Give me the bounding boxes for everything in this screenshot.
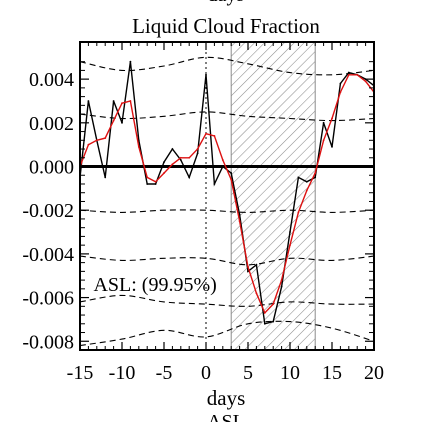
series-point-smoothed [112,119,115,122]
series-point-observed [280,285,283,288]
series-point-smoothed [87,143,90,146]
y-tick-label: 0.002 [29,113,74,135]
chart-title: Liquid Cloud Fraction [132,14,320,38]
series-point-observed [247,270,249,273]
x-tick-label: 10 [280,362,300,384]
series-point-smoothed [314,172,317,174]
series-point-smoothed [272,303,275,306]
x-tick-label: 20 [364,362,384,384]
significance-bound-5 [79,294,375,307]
series-point-observed [129,60,132,63]
series-point-observed [213,183,216,185]
series-point-observed [205,73,207,76]
x-tick-label: 5 [243,362,253,384]
plot-area: ASL: (99.95%) -15 -10 -5 0 5 10 15 20 0.004 0.002 0… [22,41,384,384]
series-point-smoothed [230,178,233,181]
series-point-smoothed [171,163,174,166]
significance-annotation: ASL: (99.95%) [93,274,216,296]
series-point-smoothed [331,117,333,120]
series-point-observed [196,152,199,155]
series-point-observed [121,121,123,124]
partial-bottom-label: ASL [207,411,245,422]
x-axis-label: days [207,386,246,410]
series-point-smoothed [305,189,308,192]
series-point-smoothed [280,279,283,281]
series-point-smoothed [347,73,350,76]
x-tick-label: -5 [156,362,173,384]
significance-bound-2 [79,111,375,122]
series-point-smoothed [322,139,325,142]
series-point-smoothed [188,156,191,159]
series-point-observed [154,183,157,185]
series-point-smoothed [121,102,123,105]
series-point-smoothed [213,135,216,137]
series-point-observed [163,161,165,164]
series-point-smoothed [297,211,300,214]
series-point-smoothed [205,132,207,135]
y-tick-label: 0.000 [29,157,74,179]
series-point-smoothed [137,145,140,148]
series-point-observed [112,100,115,102]
series-point-smoothed [255,292,258,295]
plot-frame [79,41,375,351]
partial-top-label: days [208,0,245,6]
series-point-observed [221,165,224,168]
y-tick-label: -0.002 [22,200,74,222]
significance-bound-6 [79,320,375,347]
series-point-observed [305,180,308,183]
x-tick-label: 15 [322,362,342,384]
y-tick-label: -0.008 [22,331,74,353]
series-point-smoothed [364,80,367,83]
series-point-smoothed [104,137,107,140]
series-point-smoothed [289,244,291,247]
y-tick-label: -0.004 [22,244,74,266]
series-point-observed [322,121,325,124]
series-point-observed [263,322,266,325]
hatched-region [231,42,316,350]
series-point-observed [331,145,333,148]
series-point-observed [146,183,149,185]
series-point-observed [179,159,182,161]
series-point-smoothed [339,91,342,94]
series-point-observed [238,213,241,216]
series-line-smoothed [79,74,375,315]
significance-bound-4 [79,255,375,266]
series-point-smoothed [356,73,359,76]
y-tick-label: -0.006 [22,288,74,310]
y-tick-label: 0.004 [29,69,74,91]
series-point-observed [347,71,350,74]
series-point-observed [230,172,233,174]
series-point-observed [289,231,291,233]
series-point-observed [104,176,107,179]
series-point-smoothed [95,139,98,142]
series-point-observed [339,82,342,85]
series-point-smoothed [196,148,199,150]
series-point-smoothed [247,266,249,268]
series-point-smoothed [129,100,132,102]
series-point-observed [255,263,258,266]
series-point-smoothed [179,156,182,159]
series-point-smoothed [146,176,149,179]
series-point-observed [314,176,317,179]
x-tick-label: -10 [109,362,136,384]
series-point-smoothed [238,220,241,223]
x-tick-label: -15 [67,362,94,384]
series-point-observed [272,320,275,323]
x-tick-label: 0 [201,362,211,384]
series-point-observed [87,100,90,102]
series-point-smoothed [163,172,165,174]
series-point-observed [297,176,300,179]
series-point-observed [188,176,191,179]
series-point-observed [171,148,174,150]
series-point-smoothed [263,311,266,314]
series-point-smoothed [221,159,224,161]
significance-bound-3 [79,209,375,213]
significance-bound-1 [79,56,375,76]
series-point-smoothed [154,180,157,183]
